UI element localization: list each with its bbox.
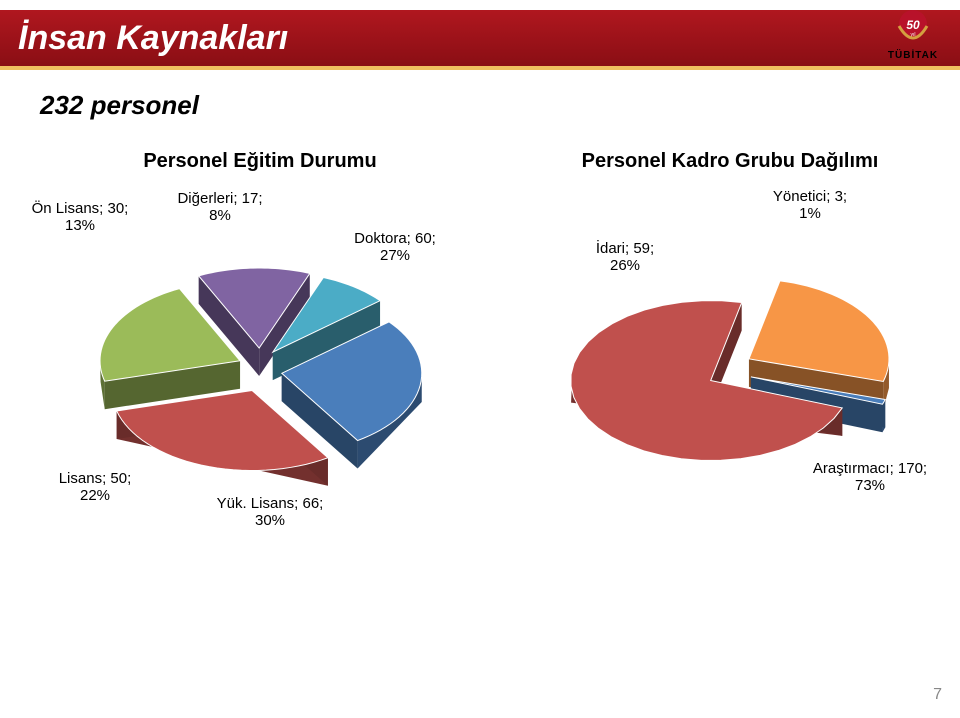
- chart2-title: Personel Kadro Grubu Dağılımı: [520, 150, 940, 173]
- subtitle: 232 personel: [40, 90, 199, 121]
- chart2-pie: [520, 150, 940, 570]
- page-number: 7: [933, 686, 942, 704]
- chart1-title: Personel Eğitim Durumu: [30, 150, 490, 173]
- slice-label: Lisans; 50;22%: [40, 470, 150, 505]
- svg-text:50: 50: [906, 18, 920, 32]
- slice-label: Yönetici; 3;1%: [750, 188, 870, 223]
- slice-label: Ön Lisans; 30;13%: [25, 200, 135, 235]
- slice-label: Yük. Lisans; 66;30%: [210, 495, 330, 530]
- page-title: İnsan Kaynakları: [0, 19, 288, 58]
- logo: 50 yıl TÜBİTAK: [878, 8, 948, 61]
- slice-label: Diğerleri; 17;8%: [170, 190, 270, 225]
- slice-label: İdari; 59;26%: [575, 240, 675, 275]
- chart-education: Personel Eğitim Durumu Doktora; 60;27% Yü…: [30, 150, 490, 610]
- slice-label: Doktora; 60;27%: [340, 230, 450, 265]
- logo-text: TÜBİTAK: [878, 50, 948, 61]
- slice-label: Araştırmacı; 170;73%: [810, 460, 930, 495]
- chart-area: Personel Eğitim Durumu Doktora; 60;27% Yü…: [0, 130, 960, 718]
- chart-kadro: Personel Kadro Grubu Dağılımı Araştırmac…: [520, 150, 940, 590]
- title-bar: İnsan Kaynakları: [0, 10, 960, 70]
- logo-badge-icon: 50 yıl: [888, 8, 938, 50]
